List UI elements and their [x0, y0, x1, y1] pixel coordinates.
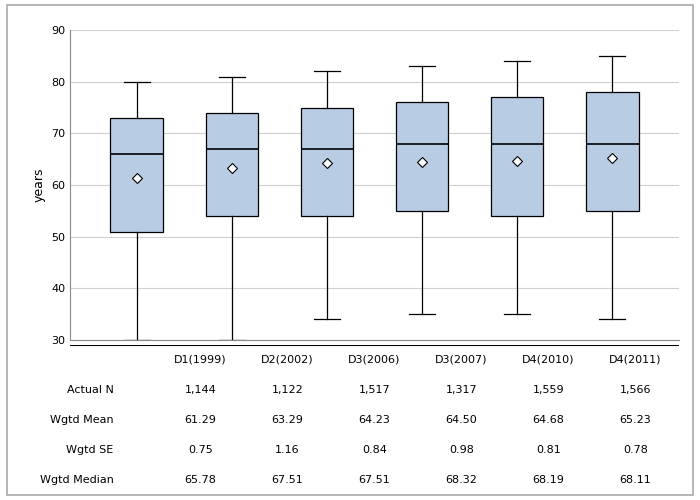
Text: 0.75: 0.75 — [188, 445, 213, 455]
Text: 64.23: 64.23 — [358, 415, 391, 425]
Text: 1,317: 1,317 — [446, 385, 477, 395]
Y-axis label: years: years — [32, 168, 46, 202]
PathPatch shape — [301, 108, 353, 216]
Text: D3(2006): D3(2006) — [349, 355, 400, 365]
PathPatch shape — [586, 92, 638, 211]
Text: 0.78: 0.78 — [623, 445, 648, 455]
Text: 64.50: 64.50 — [446, 415, 477, 425]
Text: D1(1999): D1(1999) — [174, 355, 227, 365]
PathPatch shape — [111, 118, 163, 232]
Text: 0.98: 0.98 — [449, 445, 474, 455]
PathPatch shape — [491, 97, 543, 216]
Text: 1,122: 1,122 — [272, 385, 303, 395]
Text: 1,566: 1,566 — [620, 385, 651, 395]
Text: D3(2007): D3(2007) — [435, 355, 488, 365]
Text: Actual N: Actual N — [66, 385, 113, 395]
Text: 67.51: 67.51 — [358, 475, 391, 485]
Text: Wgtd SE: Wgtd SE — [66, 445, 113, 455]
Text: 1,517: 1,517 — [358, 385, 391, 395]
PathPatch shape — [206, 112, 258, 216]
Text: 67.51: 67.51 — [272, 475, 303, 485]
Text: D4(2010): D4(2010) — [522, 355, 575, 365]
PathPatch shape — [396, 102, 448, 211]
Text: D4(2011): D4(2011) — [609, 355, 662, 365]
Text: 68.32: 68.32 — [446, 475, 477, 485]
Text: 1,559: 1,559 — [533, 385, 564, 395]
Text: 61.29: 61.29 — [185, 415, 216, 425]
Text: 1.16: 1.16 — [275, 445, 300, 455]
Text: 64.68: 64.68 — [533, 415, 564, 425]
Text: 63.29: 63.29 — [272, 415, 303, 425]
Text: 65.23: 65.23 — [620, 415, 652, 425]
Text: 1,144: 1,144 — [185, 385, 216, 395]
Text: 65.78: 65.78 — [185, 475, 216, 485]
Text: 68.11: 68.11 — [620, 475, 652, 485]
Text: Wgtd Median: Wgtd Median — [40, 475, 113, 485]
Text: 0.84: 0.84 — [362, 445, 387, 455]
Text: 0.81: 0.81 — [536, 445, 561, 455]
Text: Wgtd Mean: Wgtd Mean — [50, 415, 113, 425]
Text: 68.19: 68.19 — [533, 475, 564, 485]
Text: D2(2002): D2(2002) — [261, 355, 314, 365]
